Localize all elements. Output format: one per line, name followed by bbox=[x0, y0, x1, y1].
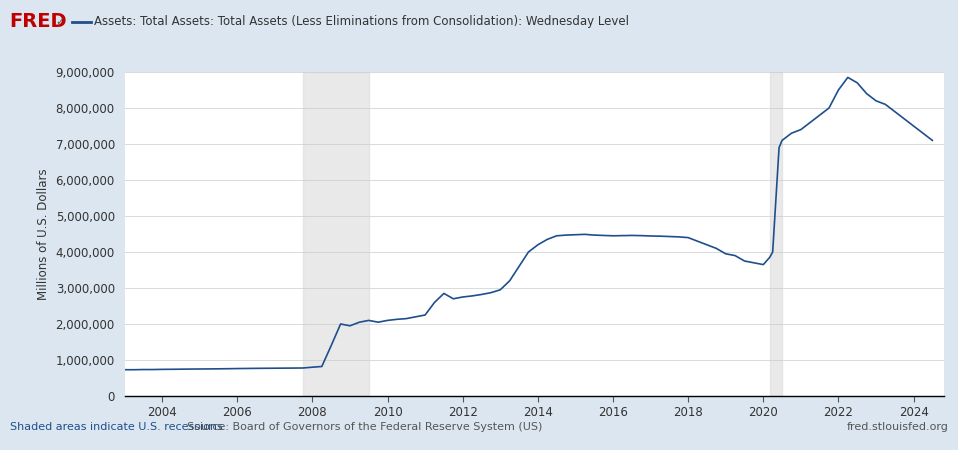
Text: fred.stlouisfed.org: fred.stlouisfed.org bbox=[847, 423, 948, 432]
Text: Assets: Total Assets: Total Assets (Less Eliminations from Consolidation): Wedne: Assets: Total Assets: Total Assets (Less… bbox=[94, 15, 628, 28]
Bar bbox=[769, 72, 782, 396]
Y-axis label: Millions of U.S. Dollars: Millions of U.S. Dollars bbox=[37, 168, 50, 300]
Text: FRED: FRED bbox=[10, 12, 67, 31]
Text: Source: Board of Governors of the Federal Reserve System (US): Source: Board of Governors of the Federa… bbox=[187, 423, 542, 432]
Bar bbox=[303, 72, 369, 396]
Text: Shaded areas indicate U.S. recessions: Shaded areas indicate U.S. recessions bbox=[10, 423, 222, 432]
Text: ✓: ✓ bbox=[56, 17, 65, 27]
